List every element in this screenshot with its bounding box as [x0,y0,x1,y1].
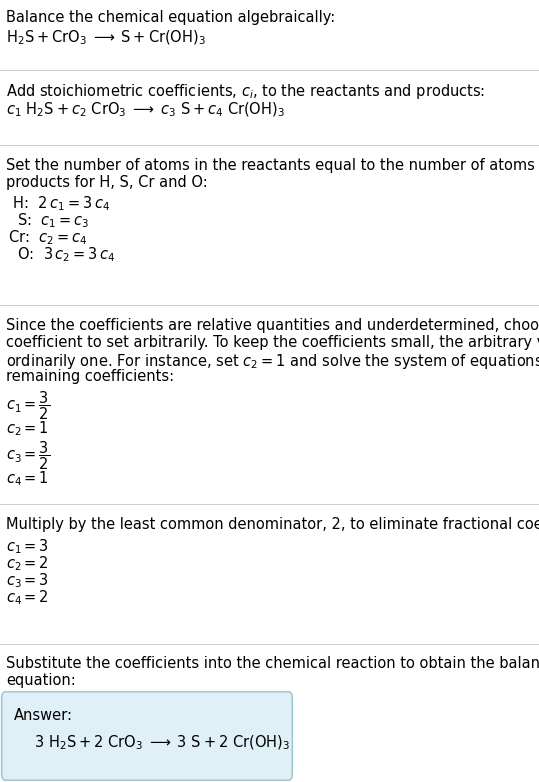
Text: remaining coefficients:: remaining coefficients: [6,369,174,384]
Text: $c_1\ \mathrm{H_2S} + c_2\ \mathrm{CrO_3} \;\longrightarrow\; c_3\ \mathrm{S} + : $c_1\ \mathrm{H_2S} + c_2\ \mathrm{CrO_3… [6,101,285,120]
Text: $c_3 = \dfrac{3}{2}$: $c_3 = \dfrac{3}{2}$ [6,439,50,472]
Text: Answer:: Answer: [14,708,73,723]
Text: S:  $c_1 = c_3$: S: $c_1 = c_3$ [8,211,89,230]
Text: Since the coefficients are relative quantities and underdetermined, choose a: Since the coefficients are relative quan… [6,318,539,333]
Text: $c_3 = 3$: $c_3 = 3$ [6,571,49,590]
Text: Multiply by the least common denominator, 2, to eliminate fractional coefficient: Multiply by the least common denominator… [6,517,539,532]
Text: $\mathrm{H_2S + CrO_3} \;\longrightarrow\; \mathrm{S + Cr(OH)_3}$: $\mathrm{H_2S + CrO_3} \;\longrightarrow… [6,29,206,48]
Text: coefficient to set arbitrarily. To keep the coefficients small, the arbitrary va: coefficient to set arbitrarily. To keep … [6,335,539,350]
Text: ordinarily one. For instance, set $c_2 = 1$ and solve the system of equations fo: ordinarily one. For instance, set $c_2 =… [6,352,539,371]
Text: Cr:  $c_2 = c_4$: Cr: $c_2 = c_4$ [8,228,87,246]
Text: $c_2 = 1$: $c_2 = 1$ [6,419,49,438]
Text: $c_1 = 3$: $c_1 = 3$ [6,537,49,556]
Text: $c_2 = 2$: $c_2 = 2$ [6,554,49,572]
Text: Add stoichiometric coefficients, $c_i$, to the reactants and products:: Add stoichiometric coefficients, $c_i$, … [6,82,485,101]
Text: $c_1 = \dfrac{3}{2}$: $c_1 = \dfrac{3}{2}$ [6,389,50,421]
Text: Balance the chemical equation algebraically:: Balance the chemical equation algebraica… [6,10,335,25]
Text: equation:: equation: [6,673,76,688]
Text: products for H, S, Cr and O:: products for H, S, Cr and O: [6,175,208,190]
FancyBboxPatch shape [2,692,292,780]
Text: O:  $3\,c_2 = 3\,c_4$: O: $3\,c_2 = 3\,c_4$ [8,245,115,264]
Text: Substitute the coefficients into the chemical reaction to obtain the balanced: Substitute the coefficients into the che… [6,656,539,671]
Text: Set the number of atoms in the reactants equal to the number of atoms in the: Set the number of atoms in the reactants… [6,158,539,173]
Text: H:  $2\,c_1 = 3\,c_4$: H: $2\,c_1 = 3\,c_4$ [8,194,110,213]
Text: $c_4 = 1$: $c_4 = 1$ [6,469,49,488]
Text: $3\ \mathrm{H_2S} + 2\ \mathrm{CrO_3} \;\longrightarrow\; 3\ \mathrm{S} + 2\ \ma: $3\ \mathrm{H_2S} + 2\ \mathrm{CrO_3} \;… [34,734,290,752]
Text: $c_4 = 2$: $c_4 = 2$ [6,588,49,607]
